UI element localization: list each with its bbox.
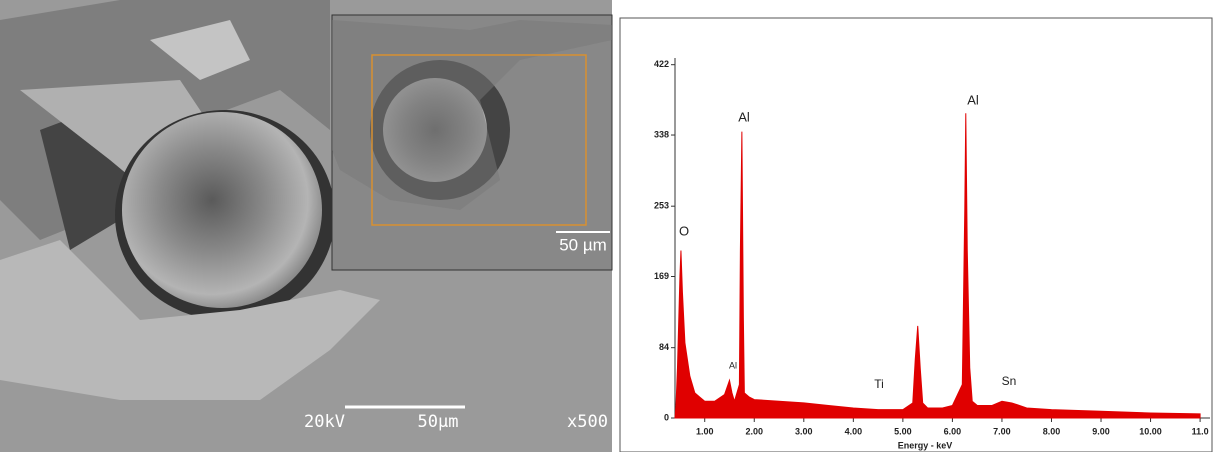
y-tick-label: 422 <box>654 59 669 69</box>
spectrum-area <box>674 113 1201 419</box>
y-tick-label: 169 <box>654 271 669 281</box>
peak-label: Sn <box>1002 374 1017 388</box>
y-tick-label: 253 <box>654 201 669 211</box>
y-tick-label: 338 <box>654 129 669 139</box>
peak-label: Al <box>738 109 750 124</box>
peak-label: Ti <box>874 377 884 391</box>
x-tick-label: 6.00 <box>944 426 962 436</box>
x-tick-label: 4.00 <box>845 426 863 436</box>
spectrum: 0 84 169 253 338 422 1.00 2.00 3.00 4.00 5.00 6.00 7… <box>654 58 1210 436</box>
inset-scale-label: 50 µm <box>559 235 607 254</box>
x-tick-label: 5.00 <box>894 426 912 436</box>
peak-label: Al <box>729 360 737 370</box>
magnification: x500 <box>567 412 608 432</box>
x-tick-label: 7.00 <box>993 426 1011 436</box>
sem-image: 50 µm 20kV 50µm x500 <box>0 0 613 452</box>
x-tick-label: 10.00 <box>1139 426 1162 436</box>
x-tick-label: 11.0 <box>1192 426 1209 436</box>
x-tick-label: 9.00 <box>1092 426 1110 436</box>
x-tick-label: 2.00 <box>745 426 763 436</box>
x-tick-label: 8.00 <box>1043 426 1061 436</box>
y-tick-label: 84 <box>659 342 669 352</box>
x-tick-label: 3.00 <box>795 426 813 436</box>
y-tick-label: 0 <box>664 412 669 422</box>
peak-label: Al <box>967 92 979 107</box>
scale-bar-label: 50µm <box>418 412 459 432</box>
peak-label: O <box>679 223 689 238</box>
x-tick-label: 1.00 <box>696 426 714 436</box>
x-axis-label: Energy - keV <box>898 440 953 450</box>
kv-label: 20kV <box>304 412 345 432</box>
